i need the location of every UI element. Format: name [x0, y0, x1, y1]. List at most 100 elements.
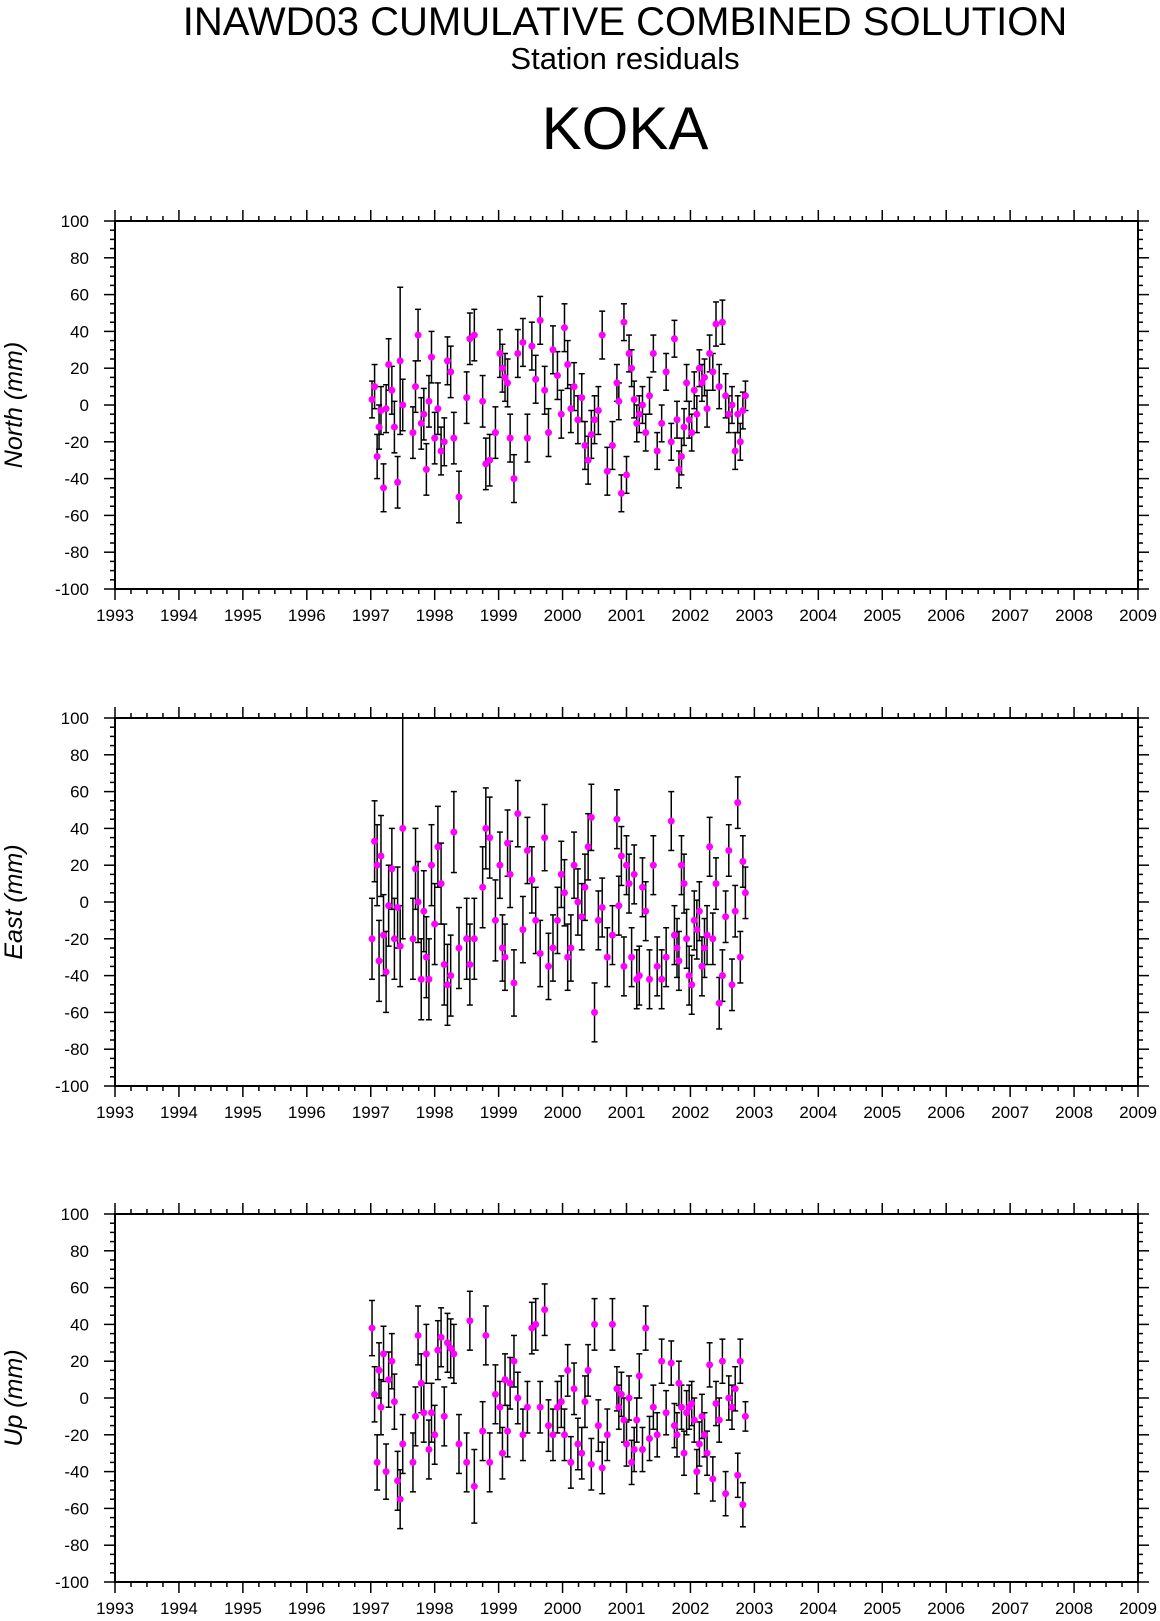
data-point — [373, 453, 381, 461]
data-point — [688, 981, 696, 989]
data-point — [498, 364, 506, 372]
data-point — [673, 944, 681, 952]
data-point — [470, 1482, 478, 1490]
data-point — [734, 1471, 742, 1479]
data-point — [578, 913, 586, 921]
data-point — [642, 429, 650, 437]
data-point — [371, 1390, 379, 1398]
data-point — [591, 1320, 599, 1328]
data-point — [688, 1400, 696, 1408]
data-point — [375, 957, 383, 965]
y-axis-title: Up (mm) — [0, 1349, 28, 1446]
y-tick-label: -20 — [64, 433, 89, 452]
data-point — [422, 465, 430, 473]
x-tick-label: 2000 — [544, 1103, 582, 1122]
y-tick-label: -100 — [55, 1077, 89, 1096]
data-point — [396, 357, 404, 365]
data-layer — [368, 286, 749, 524]
data-point — [633, 1416, 641, 1424]
data-point — [635, 1372, 643, 1380]
data-point — [498, 1449, 506, 1457]
data-point — [731, 907, 739, 915]
data-point — [463, 935, 471, 943]
data-point — [504, 839, 512, 847]
data-point — [662, 368, 670, 376]
data-point — [638, 883, 646, 891]
plot-frame — [114, 717, 1139, 1087]
data-point — [380, 931, 388, 939]
y-tick-label: 20 — [70, 359, 89, 378]
data-point — [683, 379, 691, 387]
x-tick-label: 1996 — [288, 1103, 326, 1122]
data-point — [709, 935, 717, 943]
data-point — [736, 953, 744, 961]
data-point — [506, 1379, 514, 1387]
data-point — [625, 1394, 633, 1402]
data-point — [683, 1409, 691, 1417]
data-point — [677, 1403, 685, 1411]
data-point — [658, 419, 666, 427]
data-point — [741, 889, 749, 897]
data-point — [688, 429, 696, 437]
data-point — [482, 1331, 490, 1339]
x-tick-label: 2001 — [608, 1103, 646, 1122]
data-point — [725, 410, 733, 418]
data-point — [658, 975, 666, 983]
data-point — [443, 357, 451, 365]
data-point — [628, 953, 636, 961]
x-tick-label: 2004 — [799, 1103, 837, 1122]
data-point — [703, 1449, 711, 1457]
chart-title: INAWD03 CUMULATIVE COMBINED SOLUTION — [182, 0, 1068, 44]
data-point — [440, 438, 448, 446]
data-point — [371, 383, 379, 391]
data-point — [434, 405, 442, 413]
data-point — [670, 1422, 678, 1430]
x-tick-label: 1997 — [352, 1103, 390, 1122]
data-point — [375, 1366, 383, 1374]
y-tick-label: 100 — [61, 709, 89, 728]
y-tick-label: -60 — [64, 506, 89, 525]
data-point — [482, 824, 490, 832]
data-point — [630, 1446, 638, 1454]
data-point — [501, 373, 509, 381]
data-point — [380, 484, 388, 492]
data-point — [567, 944, 575, 952]
data-point — [479, 397, 487, 405]
data-point — [385, 361, 393, 369]
data-point — [701, 373, 709, 381]
data-point — [685, 416, 693, 424]
data-point — [608, 441, 616, 449]
data-point — [703, 931, 711, 939]
data-point — [544, 429, 552, 437]
plot-panel-2: 1993 1994 1995 1996 1997 1998 1999 2000 2001 2002… — [0, 1203, 1157, 1618]
data-point — [504, 1427, 512, 1435]
x-tick-label: 2006 — [927, 1103, 965, 1122]
data-point — [434, 1346, 442, 1354]
data-point — [496, 349, 504, 357]
data-point — [399, 824, 407, 832]
data-point — [496, 861, 504, 869]
data-point — [698, 1412, 706, 1420]
data-point — [725, 846, 733, 854]
data-point — [541, 1306, 549, 1314]
data-point — [587, 813, 595, 821]
data-point — [584, 456, 592, 464]
data-point — [440, 1412, 448, 1420]
data-point — [680, 423, 688, 431]
data-point — [718, 972, 726, 980]
data-point — [557, 1398, 565, 1406]
data-point — [715, 1416, 723, 1424]
data-point — [615, 397, 623, 405]
data-point — [523, 434, 531, 442]
data-point — [570, 1385, 578, 1393]
x-tick-label: 2008 — [1055, 606, 1093, 625]
data-point — [523, 1403, 531, 1411]
data-point — [680, 1449, 688, 1457]
data-point — [574, 416, 582, 424]
data-point — [649, 349, 657, 357]
data-point — [722, 392, 730, 400]
data-point — [368, 395, 376, 403]
data-point — [653, 447, 661, 455]
data-point — [584, 843, 592, 851]
data-point — [382, 405, 390, 413]
